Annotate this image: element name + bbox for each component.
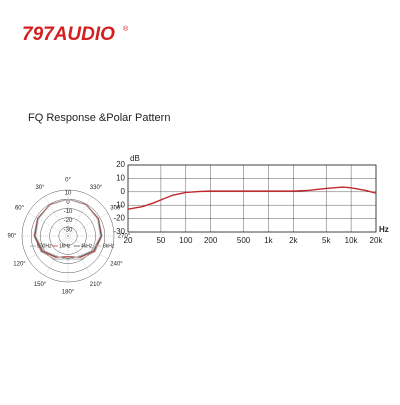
polar-ring (21, 189, 115, 283)
theta-label: 30° (35, 185, 45, 191)
polar-spoke (28, 212, 69, 237)
heading: FQ Response &Polar Pattern (28, 112, 170, 124)
x-tick-label: 100 (179, 236, 193, 245)
theta-label: 330° (90, 185, 103, 191)
legend-label: 4kHz (81, 243, 93, 249)
polar-spoke (67, 235, 108, 260)
polar-curve (34, 198, 102, 258)
polar-spoke (67, 196, 92, 237)
response-curve (127, 186, 377, 210)
theta-label: 150° (34, 282, 47, 288)
r-tick-label: 0 (66, 200, 70, 206)
polar-curve (34, 198, 102, 259)
logo-mark: ® (123, 25, 129, 33)
legend-label: 8kHz (103, 243, 115, 249)
polar-spoke (28, 235, 69, 260)
x-tick-label: 20 (124, 236, 133, 245)
x-tick-label: 5k (322, 236, 331, 245)
theta-label: 210° (90, 282, 103, 288)
r-tick-label: -10 (64, 209, 73, 215)
theta-label: 270° (118, 234, 131, 240)
theta-label: 240° (110, 262, 123, 268)
y-tick-label: 10 (116, 174, 125, 183)
legend-label: 500Hz (37, 243, 52, 249)
polar-spoke (67, 212, 108, 237)
theta-label: 180° (62, 290, 75, 296)
y-tick-label: 0 (121, 187, 126, 196)
polar-ring (40, 208, 96, 264)
y-tick-label: 20 (116, 160, 125, 169)
theta-label: 300° (110, 206, 123, 212)
x-tick-label: 20k (370, 236, 384, 245)
polar-ring (58, 226, 78, 246)
y-axis-label: dB (130, 154, 140, 163)
r-tick-label: -30 (64, 227, 73, 233)
logo: 797AUDIO (22, 24, 115, 45)
polar-curve (33, 198, 103, 260)
x-axis-label: Hz (379, 225, 389, 234)
y-tick-label: -20 (113, 214, 125, 223)
y-tick-label: -10 (113, 200, 125, 209)
theta-label: 60° (15, 206, 25, 212)
x-tick-label: 50 (156, 236, 165, 245)
legend-label: 1kHz (59, 243, 71, 249)
theta-label: 90° (7, 234, 17, 240)
polar-spoke (44, 196, 69, 237)
theta-label: 0° (65, 178, 71, 184)
polar-curve (35, 198, 101, 261)
x-tick-label: 10k (345, 236, 359, 245)
y-tick-label: -30 (113, 227, 125, 236)
x-tick-label: 2k (289, 236, 298, 245)
r-tick-label: -20 (64, 218, 73, 224)
theta-label: 120° (13, 262, 26, 268)
r-tick-label: 10 (65, 191, 72, 197)
x-tick-label: 200 (204, 236, 218, 245)
x-tick-label: 1k (264, 236, 273, 245)
x-tick-label: 500 (237, 236, 251, 245)
